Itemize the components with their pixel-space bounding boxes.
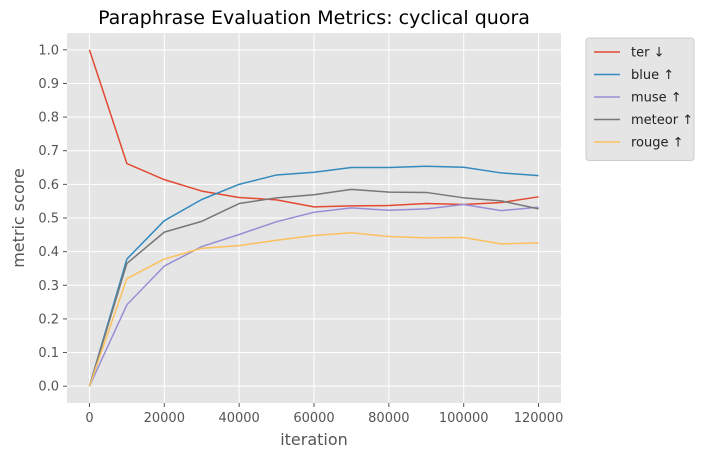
series-line-meteor — [88, 188, 539, 387]
series-line-rouge — [88, 232, 539, 387]
y-tick-label: 0.9 — [38, 77, 59, 92]
x-tick-label: 0 — [85, 411, 93, 426]
legend-item: blue ↑ — [594, 68, 674, 83]
x-tick-label: 100000 — [439, 411, 489, 426]
x-tick-label: 40000 — [218, 411, 259, 426]
y-tick-label: 1.0 — [38, 43, 59, 58]
legend: ter ↓ blue ↑ muse ↑ meteor ↑ rouge ↑ — [585, 37, 695, 161]
legend-label: rouge ↑ — [631, 136, 684, 151]
axis-ticks: 0 20000 40000 60000 80000 100000 120000 0.0 0.1 0… — [38, 43, 563, 426]
series-line-muse — [88, 203, 539, 387]
legend-label: muse ↑ — [631, 91, 682, 106]
y-tick-label: 0.8 — [38, 111, 59, 126]
y-tick-label: 0.7 — [38, 144, 59, 159]
x-axis-title: iteration — [280, 430, 348, 449]
legend-label: blue ↑ — [631, 68, 674, 83]
x-tick-label: 120000 — [514, 411, 564, 426]
y-tick-label: 0.3 — [38, 279, 59, 294]
series-line-blue — [88, 165, 539, 387]
legend-item: ter ↓ — [594, 46, 664, 61]
y-tick-label: 0.4 — [38, 245, 59, 260]
x-tick-label: 60000 — [293, 411, 334, 426]
x-tick-label: 20000 — [144, 411, 185, 426]
legend-item: muse ↑ — [594, 91, 682, 106]
series-lines — [88, 49, 539, 387]
y-tick-label: 0.6 — [38, 178, 59, 193]
y-tick-label: 0.5 — [38, 212, 59, 227]
legend-item: rouge ↑ — [594, 136, 684, 151]
y-tick-label: 0.0 — [38, 380, 59, 395]
legend-items: ter ↓ blue ↑ muse ↑ meteor ↑ rouge ↑ — [594, 46, 693, 151]
chart-title: Paraphrase Evaluation Metrics: cyclical … — [98, 7, 530, 29]
legend-item: meteor ↑ — [594, 113, 693, 128]
x-tick-label: 80000 — [368, 411, 409, 426]
y-tick-label: 0.2 — [38, 312, 59, 327]
legend-label: meteor ↑ — [631, 113, 693, 128]
legend-label: ter ↓ — [631, 46, 664, 61]
grid-lines — [67, 33, 561, 403]
y-axis-title: metric score — [9, 168, 28, 268]
y-tick-label: 0.1 — [38, 346, 59, 361]
legend-box — [585, 37, 695, 161]
